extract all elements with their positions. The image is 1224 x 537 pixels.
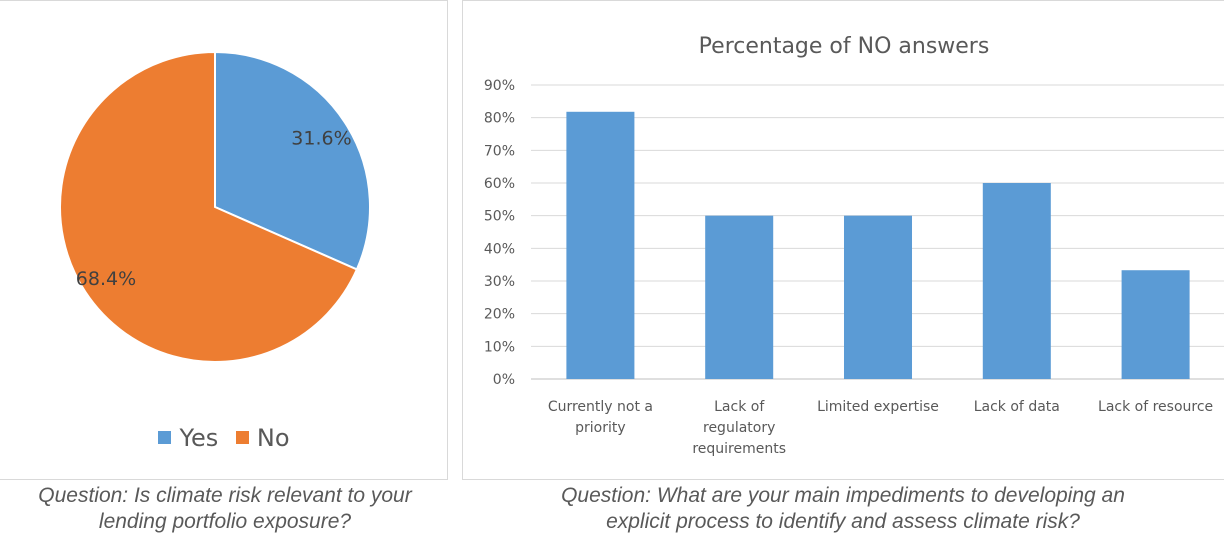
pie-caption: Question: Is climate risk relevant to yo… [0, 483, 450, 535]
y-tick-label: 70% [484, 143, 515, 159]
bar [982, 183, 1051, 379]
y-tick-label: 20% [484, 307, 515, 323]
legend-label-no: No [256, 424, 290, 452]
legend-swatch-no [235, 431, 249, 444]
y-tick-label: 90% [484, 78, 515, 94]
bar-chart-panel: Percentage of NO answers 0% 10% 20% 30% 40% 50… [462, 0, 1224, 480]
x-tick-label: Lack of resource [1098, 399, 1213, 415]
bar-chart: Percentage of NO answers 0% 10% 20% 30% 40% 50… [484, 34, 1224, 457]
pie-slice-no [59, 50, 359, 363]
bar-caption-line-1: Question: What are your main impediments… [561, 484, 1125, 507]
x-tick-label: Lack of data [974, 399, 1060, 415]
legend-label-yes: Yes [179, 424, 219, 452]
pie-caption-line-2: lending portfolio exposure? [98, 510, 352, 533]
pie-chart-panel: 31.6% 68.4% Yes No [0, 0, 448, 480]
y-tick-label: 80% [484, 111, 515, 127]
x-tick-label: regulatory [703, 420, 775, 436]
bar [705, 215, 774, 379]
y-tick-label: 50% [484, 209, 515, 225]
bar [1121, 270, 1190, 379]
bar [843, 215, 913, 379]
bar [566, 111, 635, 379]
pie-caption-line-1: Question: Is climate risk relevant to yo… [38, 484, 412, 507]
x-tick-label: priority [575, 420, 626, 436]
legend-item-yes: Yes [158, 424, 218, 452]
pie-legend: Yes No [0, 424, 448, 452]
x-tick-label: requirements [692, 441, 786, 457]
y-tick-label: 0% [493, 372, 515, 388]
x-tick-label: Limited expertise [817, 399, 939, 415]
bar-caption-line-2: explicit process to identify and assess … [606, 510, 1080, 533]
x-tick-label: Currently not a [548, 399, 653, 415]
x-tick-label: Lack of [714, 399, 765, 415]
bar-chart-title: Percentage of NO answers [699, 34, 990, 59]
y-tick-label: 40% [484, 241, 515, 257]
bar-caption: Question: What are your main impediments… [462, 483, 1224, 535]
y-tick-label: 30% [484, 274, 515, 290]
pie-label-no: 68.4% [76, 268, 136, 290]
pie-chart: 31.6% 68.4% [59, 50, 371, 363]
legend-swatch-yes [158, 431, 172, 444]
y-tick-label: 60% [484, 176, 515, 192]
pie-slice-yes [214, 50, 371, 271]
legend-item-no: No [235, 424, 290, 452]
pie-label-yes: 31.6% [291, 128, 351, 150]
y-tick-label: 10% [484, 339, 515, 355]
